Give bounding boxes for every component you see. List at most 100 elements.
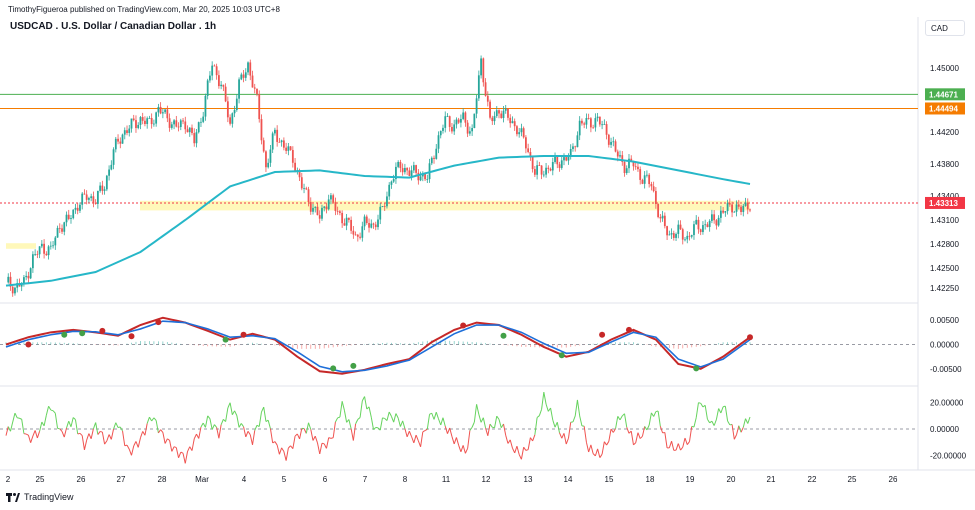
candle-body xyxy=(280,140,283,143)
momentum-segment xyxy=(207,415,211,419)
momentum-tick-label: 20.00000 xyxy=(930,399,964,408)
momentum-segment xyxy=(458,445,462,452)
momentum-segment xyxy=(695,402,699,418)
crossover-marker xyxy=(99,327,106,334)
momentum-segment xyxy=(700,403,704,408)
currency-button[interactable]: CAD xyxy=(925,20,965,36)
candle-body xyxy=(229,117,231,124)
momentum-segment xyxy=(117,426,121,429)
momentum-segment xyxy=(263,407,267,422)
momentum-segment xyxy=(688,426,693,442)
candle-body xyxy=(153,123,155,125)
momentum-segment xyxy=(554,422,558,428)
candle-body xyxy=(34,254,37,255)
candle-body xyxy=(345,217,348,226)
candle-body xyxy=(74,207,77,210)
momentum-segment xyxy=(417,440,422,447)
candle-body xyxy=(314,206,317,208)
candle-body xyxy=(511,121,514,124)
candle-body xyxy=(101,185,104,191)
candle-body xyxy=(20,283,23,287)
candle-body xyxy=(731,204,733,213)
momentum-segment xyxy=(556,422,561,433)
momentum-segment xyxy=(489,423,493,428)
momentum-segment xyxy=(122,430,126,446)
tradingview-logo[interactable]: TradingView xyxy=(6,492,74,502)
candle-body xyxy=(706,224,709,228)
momentum-segment xyxy=(124,444,128,447)
candle-body xyxy=(477,75,480,99)
momentum-segment xyxy=(220,419,224,425)
symbol-title: USDCAD . U.S. Dollar / Canadian Dollar .… xyxy=(10,21,217,32)
candle-body xyxy=(193,133,196,144)
tradingview-brand-text: TradingView xyxy=(24,492,74,502)
x-tick-label: 26 xyxy=(77,475,86,484)
price-level-badge xyxy=(925,102,965,115)
momentum-segment xyxy=(498,419,502,428)
candle-body xyxy=(168,118,171,128)
momentum-segment xyxy=(182,453,186,464)
candle-body xyxy=(702,225,704,233)
candle-body xyxy=(610,141,612,145)
candle-body xyxy=(215,66,218,76)
momentum-segment xyxy=(227,402,231,409)
momentum-segment xyxy=(36,431,41,439)
candle-body xyxy=(217,75,220,87)
candle-body xyxy=(623,161,626,174)
momentum-segment xyxy=(225,407,229,422)
momentum-segment xyxy=(574,399,578,416)
publisher-line: TimothyFigueroa published on TradingView… xyxy=(8,5,280,14)
candle-body xyxy=(318,215,321,219)
candle-body xyxy=(527,148,530,153)
candle-body xyxy=(596,116,599,119)
momentum-segment xyxy=(45,406,50,416)
candle-body xyxy=(601,124,603,126)
momentum-segment xyxy=(478,414,482,423)
candle-body xyxy=(144,120,146,124)
candle-body xyxy=(49,245,52,247)
candle-body xyxy=(61,228,63,232)
candle-body xyxy=(719,210,722,218)
candle-body xyxy=(435,148,438,159)
candle-body xyxy=(135,120,137,129)
candle-body xyxy=(94,202,97,204)
candle-body xyxy=(379,206,382,220)
candle-body xyxy=(529,152,532,157)
candle-body xyxy=(36,254,39,255)
oscillator-tick-label: -0.00500 xyxy=(930,365,962,374)
candle-body xyxy=(40,243,43,247)
x-tick-label: 28 xyxy=(158,475,167,484)
momentum-segment xyxy=(337,416,341,419)
candle-body xyxy=(733,211,736,213)
candle-body xyxy=(159,106,162,114)
candle-body xyxy=(489,101,491,118)
price-level-badge xyxy=(925,88,965,101)
candle-body xyxy=(213,65,216,67)
momentum-segment xyxy=(86,433,90,441)
candle-body xyxy=(410,170,413,176)
candle-body xyxy=(11,286,14,294)
candle-body xyxy=(54,237,57,246)
candle-body xyxy=(522,128,525,138)
candle-body xyxy=(155,112,158,124)
candle-body xyxy=(67,214,70,220)
candle-body xyxy=(646,174,648,176)
crossover-marker xyxy=(79,330,86,337)
momentum-segment xyxy=(572,415,576,423)
candle-body xyxy=(184,121,187,130)
momentum-segment xyxy=(72,417,76,421)
candle-body xyxy=(81,193,84,205)
momentum-segment xyxy=(171,446,175,452)
momentum-segment xyxy=(139,431,144,438)
candle-body xyxy=(204,95,207,117)
candle-body xyxy=(679,224,682,230)
momentum-segment xyxy=(162,432,166,444)
momentum-segment xyxy=(512,447,516,454)
candle-body xyxy=(500,113,503,118)
momentum-segment xyxy=(527,437,531,450)
momentum-segment xyxy=(231,410,236,415)
momentum-segment xyxy=(747,416,751,424)
candle-body xyxy=(374,224,377,228)
candle-body xyxy=(551,162,554,171)
